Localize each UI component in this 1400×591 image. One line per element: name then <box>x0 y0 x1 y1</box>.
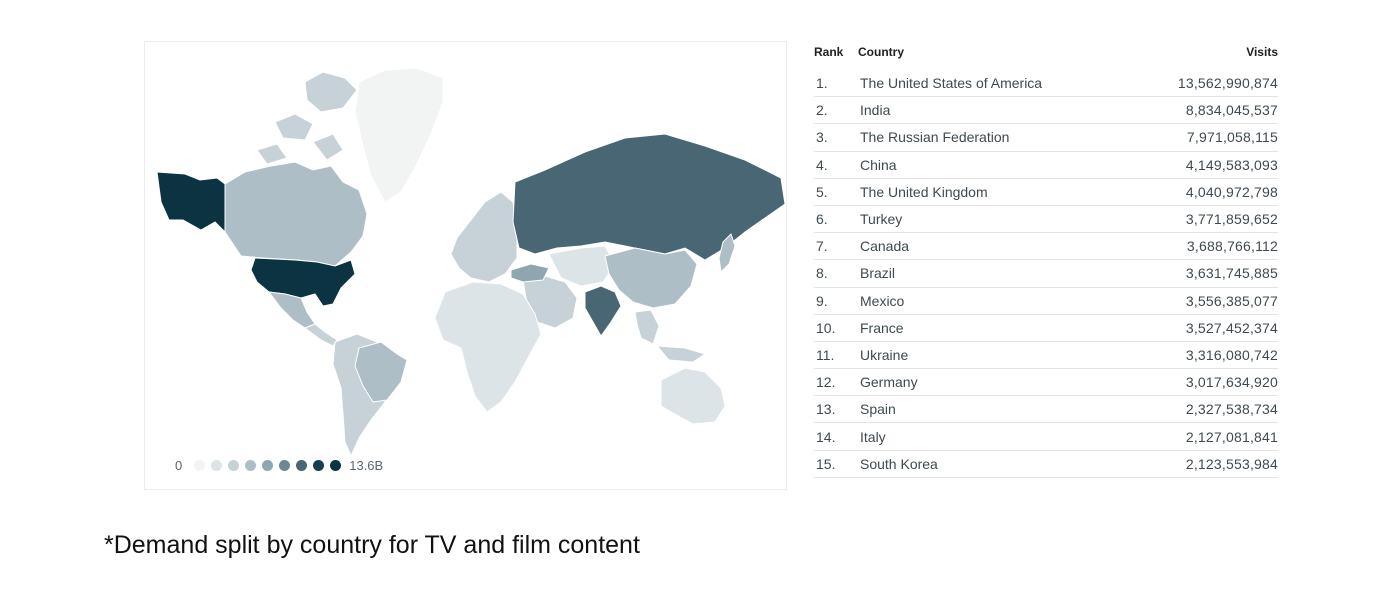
legend-swatch <box>245 460 257 471</box>
row-visits: 13,562,990,874 <box>1177 75 1278 92</box>
row-rank: 4. <box>816 156 828 173</box>
country-visits-table: Rank Country Visits 1. The United States … <box>814 40 1278 478</box>
region-greenland[interactable] <box>354 67 444 203</box>
row-country: Italy <box>860 428 886 445</box>
region-india[interactable] <box>584 285 622 337</box>
row-rank: 8. <box>816 265 828 282</box>
table-row: 13. Spain 2,327,538,734 <box>814 396 1278 424</box>
row-visits: 7,971,058,115 <box>1186 129 1278 146</box>
row-rank: 2. <box>816 102 828 119</box>
row-visits: 2,123,553,984 <box>1185 455 1278 472</box>
region-africa[interactable] <box>434 281 542 413</box>
row-country: Spain <box>860 401 896 418</box>
legend-swatch <box>194 460 206 471</box>
table-body: 1. The United States of America 13,562,990… <box>814 70 1278 478</box>
row-visits: 3,631,745,885 <box>1185 265 1278 282</box>
table-row: 2. India 8,834,045,537 <box>814 97 1278 125</box>
row-rank: 15. <box>816 455 836 472</box>
legend-swatch <box>211 460 223 471</box>
table-row: 15. South Korea 2,123,553,984 <box>814 451 1278 478</box>
row-country: Canada <box>860 238 910 255</box>
region-alaska[interactable] <box>156 171 226 234</box>
row-rank: 1. <box>816 75 828 92</box>
row-visits: 4,040,972,798 <box>1185 183 1278 200</box>
table-row: 7. Canada 3,688,766,112 <box>814 233 1278 261</box>
table-row: 3. The Russian Federation 7,971,058,115 <box>814 124 1278 152</box>
row-visits: 3,688,766,112 <box>1186 238 1278 255</box>
row-visits: 8,834,045,537 <box>1185 102 1278 119</box>
legend-swatch <box>228 460 240 471</box>
row-country: Turkey <box>860 211 903 228</box>
row-country: France <box>860 319 904 336</box>
row-rank: 3. <box>816 129 828 146</box>
row-country: Germany <box>860 374 918 391</box>
row-country: Ukraine <box>860 346 909 363</box>
header-visits: Visits <box>1246 45 1278 59</box>
legend-swatch <box>279 460 291 471</box>
legend-max-label: 13.6B <box>349 458 384 473</box>
legend-scale <box>194 460 342 471</box>
map-legend: 0 13.6B <box>175 458 383 473</box>
table-row: 11. Ukraine 3,316,080,742 <box>814 342 1278 370</box>
table-row: 10. France 3,527,452,374 <box>814 315 1278 342</box>
region-australia[interactable] <box>660 367 726 425</box>
row-rank: 13. <box>816 401 836 418</box>
legend-swatch <box>296 460 308 471</box>
legend-swatch <box>262 460 274 471</box>
region-japan[interactable] <box>718 233 736 274</box>
row-country: The United States of America <box>860 75 1043 92</box>
row-visits: 2,127,081,841 <box>1185 428 1278 445</box>
footnote: *Demand split by country for TV and film… <box>104 531 640 559</box>
table-row: 4. China 4,149,583,093 <box>814 152 1278 179</box>
table-row: 1. The United States of America 13,562,990… <box>814 70 1278 98</box>
region-china[interactable] <box>604 247 698 309</box>
row-visits: 2,327,538,734 <box>1185 401 1278 418</box>
table-header: Rank Country Visits <box>814 40 1278 64</box>
table-row: 8. Brazil 3,631,745,885 <box>814 260 1278 288</box>
row-rank: 12. <box>816 374 836 391</box>
row-country: China <box>860 156 897 173</box>
legend-swatch <box>313 460 325 471</box>
row-visits: 3,017,634,920 <box>1185 374 1278 391</box>
region-central-america[interactable] <box>303 323 338 347</box>
world-map <box>156 67 786 458</box>
region-canadian-arctic[interactable] <box>256 71 358 165</box>
region-canada[interactable] <box>224 161 368 267</box>
table-row: 9. Mexico 3,556,385,077 <box>814 288 1278 315</box>
region-southeast-asia[interactable] <box>634 309 707 363</box>
row-country: Mexico <box>860 292 905 309</box>
row-visits: 3,556,385,077 <box>1185 292 1278 309</box>
legend-swatch <box>330 460 342 471</box>
row-visits: 3,316,080,742 <box>1185 346 1278 363</box>
region-united-states[interactable] <box>250 257 356 307</box>
row-country: India <box>860 102 891 119</box>
row-country: Brazil <box>860 265 896 282</box>
row-country: South Korea <box>860 455 938 472</box>
row-country: The Russian Federation <box>860 129 1010 146</box>
legend-min-label: 0 <box>175 458 183 473</box>
row-visits: 3,771,859,652 <box>1185 211 1278 228</box>
table-row: 14. Italy 2,127,081,841 <box>814 423 1278 451</box>
region-mexico[interactable] <box>267 291 316 329</box>
row-rank: 6. <box>816 211 828 228</box>
row-rank: 9. <box>816 292 828 309</box>
row-rank: 10. <box>816 319 836 336</box>
region-brazil[interactable] <box>354 341 408 403</box>
row-visits: 4,149,583,093 <box>1185 156 1278 173</box>
table-row: 5. The United Kingdom 4,040,972,798 <box>814 179 1278 206</box>
header-rank: Rank <box>814 45 844 59</box>
header-country: Country <box>858 45 904 59</box>
region-europe[interactable] <box>450 191 518 283</box>
row-rank: 5. <box>816 183 828 200</box>
table-row: 6. Turkey 3,771,859,652 <box>814 206 1278 234</box>
row-rank: 14. <box>816 428 836 445</box>
row-country: The United Kingdom <box>860 183 988 200</box>
region-russian-federation[interactable] <box>512 133 786 261</box>
world-map-panel: 0 13.6B <box>144 41 787 490</box>
row-visits: 3,527,452,374 <box>1185 319 1278 336</box>
table-row: 12. Germany 3,017,634,920 <box>814 369 1278 397</box>
row-rank: 11. <box>816 346 835 363</box>
row-rank: 7. <box>816 238 828 255</box>
region-turkey[interactable] <box>510 263 550 283</box>
